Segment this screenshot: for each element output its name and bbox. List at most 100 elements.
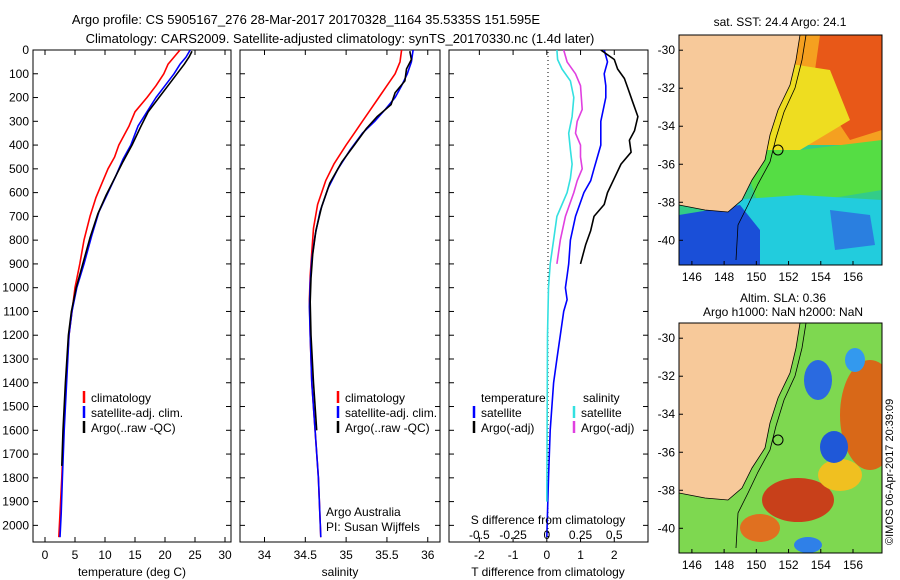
- sla-low-anomaly-3: [845, 348, 865, 372]
- sst-warm-core: [815, 35, 882, 140]
- x-tick-label: 10: [98, 548, 112, 562]
- lat-tick-label: -38: [658, 195, 676, 209]
- copyright-stamp: ©IMOS 06-Apr-2017 20:39:09: [884, 399, 896, 545]
- sla-high-anomaly-3: [740, 514, 780, 542]
- y-tick-label: 1300: [2, 352, 29, 366]
- y-tick-label: 1200: [2, 328, 29, 342]
- sla-land: [679, 323, 800, 500]
- y-tick-label: 2000: [2, 518, 29, 532]
- lon-tick-label: 152: [779, 270, 799, 284]
- lon-tick-label: 146: [682, 558, 702, 572]
- temperature-panel: 0 5 10 15 20 25 300100200300400500600700800900…: [2, 43, 232, 579]
- x-tick-label: 5: [72, 548, 79, 562]
- lon-tick-label: 148: [714, 558, 734, 572]
- y-tick-label: 0: [22, 43, 29, 57]
- x-tick-label: 20: [158, 548, 172, 562]
- difference-legend: temperature salinity satellite Argo(-adj…: [472, 391, 634, 435]
- x-tick-label: 35: [339, 548, 353, 562]
- y-tick-label: 400: [9, 138, 29, 152]
- lon-tick-label: 156: [843, 270, 863, 284]
- y-tick-label: 1700: [2, 447, 29, 461]
- x2-tick-label: 0: [543, 528, 550, 542]
- sla-map-frame: [678, 322, 883, 554]
- x-tick-label: -2: [474, 548, 485, 562]
- lat-tick-label: -32: [658, 369, 676, 383]
- lat-tick-label: -30: [658, 331, 676, 345]
- sst-deep-patch: [830, 210, 875, 250]
- legend-label-argo: Argo(..raw -QC): [345, 421, 430, 435]
- difference-x2label: S difference from climatology: [471, 513, 626, 527]
- legend-label-t-argo: Argo(-adj): [481, 421, 534, 435]
- y-tick-label: 700: [9, 209, 29, 223]
- lon-tick-label: 150: [746, 270, 766, 284]
- legend-label-climatology: climatology: [91, 391, 151, 405]
- x2-tick-label: 0.25: [569, 528, 593, 542]
- lon-tick-label: 146: [682, 270, 702, 284]
- sla-low-anomaly-1: [804, 360, 832, 400]
- difference-secondary-ticks: -0.5 -0.25 0 0.25 0.5: [469, 528, 623, 542]
- difference-lines: [545, 50, 639, 538]
- y-tick-label: 1000: [2, 281, 29, 295]
- lon-tick-label: 150: [746, 558, 766, 572]
- lat-tick-label: -36: [658, 157, 676, 171]
- x2-tick-label: -0.5: [469, 528, 490, 542]
- sla-coastline: [679, 323, 801, 501]
- series-line-satellite: [546, 50, 609, 538]
- lat-tick-label: -30: [658, 43, 676, 57]
- salinity-lines: [308, 50, 414, 538]
- lon-tick-label: 154: [811, 558, 831, 572]
- legend-label-s-satellite: satellite: [581, 406, 622, 420]
- legend-label-climatology: climatology: [345, 391, 405, 405]
- x-tick-label: 0: [543, 548, 550, 562]
- x-tick-label: 30: [218, 548, 232, 562]
- lat-tick-label: -34: [658, 407, 676, 421]
- legend-label-argo: Argo(..raw -QC): [91, 421, 176, 435]
- salinity-legend: climatology satellite-adj. clim. Argo(..…: [336, 391, 437, 435]
- x-tick-label: 34: [258, 548, 272, 562]
- lat-tick-label: -32: [658, 81, 676, 95]
- salinity-annotation-line1: Argo Australia: [326, 505, 401, 519]
- y-tick-label: 1800: [2, 471, 29, 485]
- sla-map-title: Altim. SLA: 0.36: [740, 291, 826, 305]
- x2-tick-label: -0.25: [499, 528, 527, 542]
- y-tick-label: 1600: [2, 423, 29, 437]
- sla-map: Altim. SLA: 0.36 Argo h1000: NaN h2000: …: [658, 291, 883, 572]
- x-tick-label: 15: [128, 548, 142, 562]
- y-tick-label: 800: [9, 233, 29, 247]
- header-line2: Climatology: CARS2009. Satellite-adjuste…: [86, 31, 595, 46]
- sst-map-frame: [678, 34, 883, 266]
- sla-low-anomaly-2: [820, 431, 848, 463]
- series-line-argo-adj: [556, 50, 584, 265]
- y-tick-label: 500: [9, 162, 29, 176]
- sst-land: [679, 35, 800, 212]
- salinity-ticks: 34 34.5 35 35.5 36: [240, 49, 440, 562]
- x-tick-label: 1: [577, 548, 584, 562]
- lon-tick-label: 156: [843, 558, 863, 572]
- x-tick-label: 2: [611, 548, 618, 562]
- lat-tick-label: -34: [658, 119, 676, 133]
- lat-tick-label: -38: [658, 483, 676, 497]
- legend-label-s-argo: Argo(-adj): [581, 421, 634, 435]
- lat-tick-label: -40: [658, 233, 676, 247]
- temperature-axes-frame: [32, 49, 232, 543]
- series-line-argo-raw-qc: [61, 50, 193, 466]
- sla-yellow-ring: [818, 459, 862, 491]
- legend-title-temperature: temperature: [481, 391, 546, 405]
- x-tick-label: 35.5: [375, 548, 399, 562]
- lon-tick-label: 148: [714, 270, 734, 284]
- sst-blue-zone: [679, 205, 760, 265]
- x-tick-label: 34.5: [294, 548, 318, 562]
- sla-low-anomaly-4: [794, 537, 822, 553]
- salinity-xlabel: salinity: [322, 565, 359, 579]
- temperature-xlabel: temperature (deg C): [78, 565, 186, 579]
- salinity-axes-frame: [239, 49, 441, 543]
- y-tick-label: 1100: [3, 304, 29, 318]
- y-tick-label: 1900: [2, 495, 29, 509]
- x-tick-label: -1: [508, 548, 519, 562]
- y-tick-label: 600: [9, 186, 29, 200]
- salinity-annotation-line2: PI: Susan Wijffels: [326, 520, 420, 534]
- sst-coastline: [679, 35, 801, 213]
- salinity-panel: 34 34.5 35 35.5 36 salinity climatology sate…: [239, 49, 441, 579]
- y-tick-label: 100: [9, 67, 29, 81]
